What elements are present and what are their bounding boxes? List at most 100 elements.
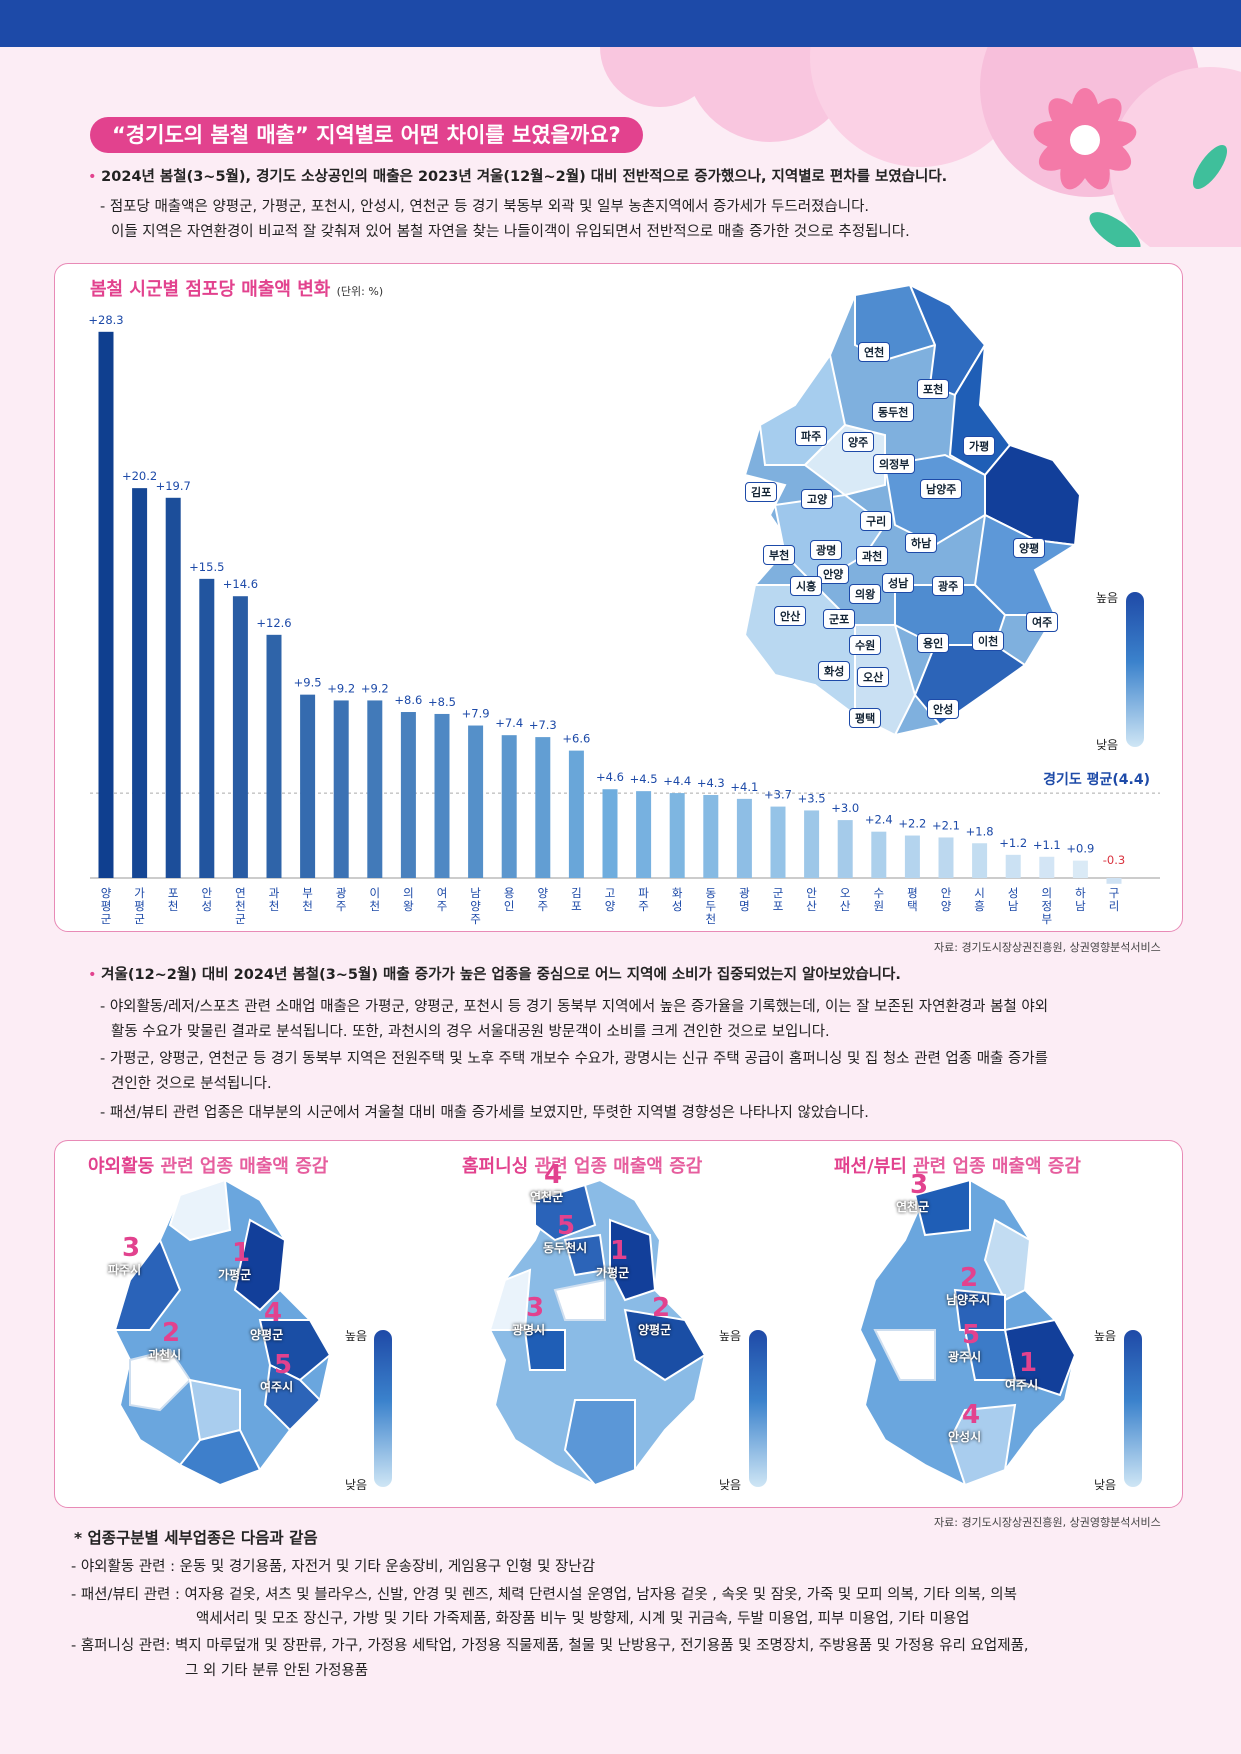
rank-region-name: 연천군 (530, 1190, 564, 1204)
rank-number: 4 (962, 1400, 981, 1430)
bar (400, 712, 416, 878)
chart-title: 봄철 시군별 점포당 매출액 변화 (단위: %) (90, 279, 384, 300)
rank-region-name: 안성시 (948, 1430, 982, 1444)
bar-value-label: +3.5 (798, 791, 826, 805)
color-legend-bar (749, 1330, 767, 1487)
rank-number: 3 (122, 1233, 141, 1263)
footnote-title: * 업종구분별 세부업종은 다음과 같음 (74, 1529, 318, 1547)
decorative-flower-background (600, 47, 1241, 247)
rank-number: 1 (1019, 1348, 1038, 1378)
section-title-pill: “경기도의 봄철 매출” 지역별로 어떤 차이를 보였을까요? (90, 117, 643, 153)
bar-value-label: +3.7 (764, 788, 792, 802)
bar-value-label: +4.3 (697, 776, 725, 790)
bar (871, 831, 887, 878)
map-region-label: 수원 (849, 635, 882, 655)
map-region-label: 양평 (1013, 538, 1046, 558)
bar (972, 843, 988, 878)
bar-value-label: +4.5 (630, 772, 658, 786)
legend-low-label: 낮음 (1096, 738, 1119, 752)
rank-number: 5 (557, 1211, 576, 1241)
bar (333, 700, 349, 878)
bar (636, 791, 652, 878)
rank-region-name: 파주시 (108, 1263, 142, 1277)
bar (1106, 878, 1122, 884)
intro-sub-2: 이들 지역은 자연환경이 비교적 잘 갖춰져 있어 봄철 자연을 찾는 나들이객… (111, 224, 910, 240)
map-region-label: 고양 (801, 489, 834, 509)
map-region-label: 평택 (849, 708, 882, 728)
map-region-label: 파주 (795, 426, 828, 446)
section2-sub-2a: - 가평군, 양평군, 연천군 등 경기 동북부 지역은 전원주택 및 노후 주… (100, 1051, 1049, 1067)
map-region-label: 과천 (856, 546, 889, 566)
flower-icon (1033, 88, 1137, 190)
map-region-label: 김포 (745, 482, 778, 502)
bar-value-label: +15.5 (189, 560, 224, 574)
map-outdoor (113, 1180, 332, 1487)
bar (1039, 856, 1055, 878)
footnote-line-2a: - 패션/뷰티 관련 : 여자용 겉옷, 셔츠 및 블라우스, 신발, 안경 및… (71, 1587, 1017, 1603)
intro-bullet: • 2024년 봄철(3~5월), 경기도 소상공인의 매출은 2023년 겨울… (88, 169, 948, 185)
map-region-label: 구리 (860, 511, 893, 531)
bar (468, 725, 484, 878)
map-region-label: 의정부 (873, 454, 916, 474)
map-region-label: 남양주 (920, 479, 963, 499)
bar-value-label: +14.6 (223, 577, 258, 591)
bar (1005, 854, 1021, 878)
bar-value-label: +2.1 (932, 818, 960, 832)
map-region-label: 군포 (823, 609, 856, 629)
rank-region-name: 양평군 (250, 1328, 284, 1342)
rank-region-name: 남양주시 (946, 1293, 991, 1307)
map-region-label: 용인 (917, 633, 950, 653)
bar (165, 497, 181, 878)
map-region-label: 가평 (963, 436, 996, 456)
rank-number: 1 (232, 1238, 251, 1268)
bar (266, 634, 282, 878)
rank-number: 4 (544, 1160, 563, 1190)
bar (770, 806, 786, 878)
map-region-label: 연천 (858, 342, 891, 362)
bar-value-label: +4.1 (730, 780, 758, 794)
bar (669, 793, 685, 878)
map-region-label: 안산 (774, 606, 807, 626)
rank-region-name: 광명시 (512, 1323, 546, 1337)
map-region-label: 포천 (917, 379, 950, 399)
section2-sub-1b: 활동 수요가 맞물린 결과로 분석됩니다. 또한, 과천시의 경우 서울대공원 … (111, 1024, 830, 1040)
bar (736, 798, 752, 878)
gyeonggi-choropleth-map (743, 285, 1082, 737)
bar-value-label: +9.2 (361, 681, 389, 695)
legend-high-label: 높음 (345, 1329, 368, 1343)
bar (1072, 860, 1088, 878)
bar-value-label: +1.8 (966, 824, 994, 838)
bar-value-label: +28.3 (88, 313, 123, 327)
map-region-label: 하남 (905, 533, 938, 553)
bar (300, 694, 316, 878)
map-outdoor-title: 야외활동 관련 업종 매출액 증감 (88, 1156, 329, 1177)
rank-number: 5 (274, 1350, 293, 1380)
bar-value-label: +6.6 (562, 732, 590, 746)
bar (132, 488, 148, 878)
map-region-label: 시흥 (790, 576, 823, 596)
section2-sub-1a: - 야외활동/레저/스포츠 관련 소매업 매출은 가평군, 양평군, 포천시 등… (100, 999, 1049, 1015)
bar-value-label: +20.2 (122, 469, 157, 483)
footnote-line-1: - 야외활동 관련 : 운동 및 경기용품, 자전거 및 기타 운송장비, 게임… (71, 1559, 596, 1575)
rank-region-name: 과천시 (148, 1348, 182, 1362)
color-legend-bar (374, 1330, 392, 1487)
bar (703, 795, 719, 878)
bar (568, 750, 584, 878)
bar (232, 596, 248, 878)
rank-region-name: 광주시 (948, 1350, 982, 1364)
bar-value-label: +3.0 (831, 801, 859, 815)
